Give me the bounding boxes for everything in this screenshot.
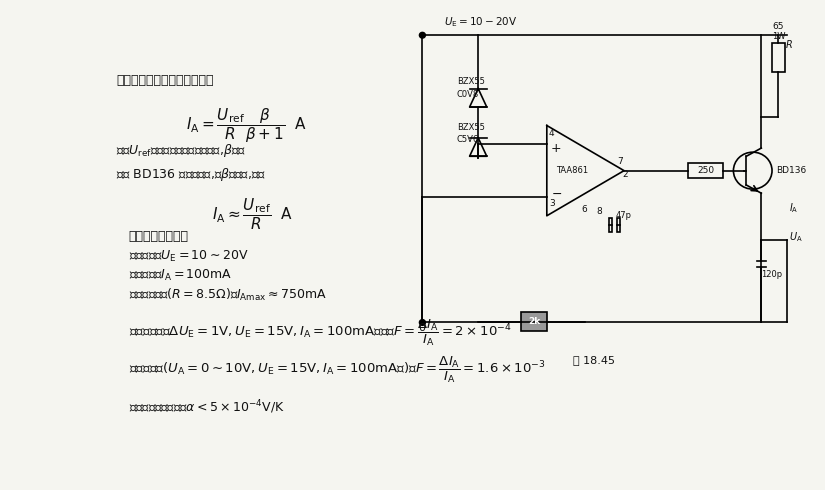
FancyBboxPatch shape xyxy=(688,163,723,178)
Text: 4: 4 xyxy=(549,129,554,138)
Text: 最大输出电流$(R=8.5\Omega)$：$I_{\mathrm{Amax}}\approx750\mathrm{mA}$: 最大输出电流$(R=8.5\Omega)$：$I_{\mathrm{Amax}}… xyxy=(129,287,327,303)
Text: +: + xyxy=(551,142,562,154)
Text: BZX55: BZX55 xyxy=(457,77,484,86)
Text: 2k: 2k xyxy=(528,317,540,326)
Text: 2: 2 xyxy=(622,170,628,179)
FancyBboxPatch shape xyxy=(521,312,547,331)
Circle shape xyxy=(419,32,426,38)
Text: 输入电压：$U_{\mathrm{E}}=10{\sim}20\mathrm{V}$: 输入电压：$U_{\mathrm{E}}=10{\sim}20\mathrm{V… xyxy=(129,249,248,265)
FancyBboxPatch shape xyxy=(772,44,785,72)
Text: $I_{\mathrm{A}}$: $I_{\mathrm{A}}$ xyxy=(790,202,799,216)
Text: 8: 8 xyxy=(596,207,602,216)
Text: 放管 BD136 的放大系数,若$\beta$足够大,则有: 放管 BD136 的放大系数,若$\beta$足够大,则有 xyxy=(116,166,266,183)
Text: 电流调整率$（\Delta U_{\mathrm{E}}=1\mathrm{V},U_{\mathrm{E}}=15\mathrm{V},I_{\mathrm{: 电流调整率$（\Delta U_{\mathrm{E}}=1\mathrm{V}… xyxy=(129,317,511,347)
Text: 该电路技术数据：: 该电路技术数据： xyxy=(129,230,189,244)
Text: 1W: 1W xyxy=(771,32,785,41)
FancyBboxPatch shape xyxy=(609,218,612,232)
Text: 图 18.45: 图 18.45 xyxy=(573,355,615,366)
Circle shape xyxy=(419,319,426,325)
Text: $U_{\mathrm{A}}$: $U_{\mathrm{A}}$ xyxy=(790,230,803,244)
Text: $I_{\mathrm{A}}=\dfrac{U_{\mathrm{ref}}}{R}\dfrac{\beta}{\beta+1}$  A: $I_{\mathrm{A}}=\dfrac{U_{\mathrm{ref}}}… xyxy=(186,106,308,145)
Text: 120p: 120p xyxy=(761,270,782,279)
Text: 0: 0 xyxy=(418,323,425,333)
Text: 250: 250 xyxy=(697,166,714,175)
Text: 该电路输出电流由下式决定：: 该电路输出电流由下式决定： xyxy=(116,74,214,87)
Text: C5V6: C5V6 xyxy=(457,135,479,144)
Text: 输出电流：$I_{\mathrm{A}}=100\mathrm{mA}$: 输出电流：$I_{\mathrm{A}}=100\mathrm{mA}$ xyxy=(129,268,232,283)
Text: 65: 65 xyxy=(773,22,785,31)
Text: TAA861: TAA861 xyxy=(557,166,588,175)
Text: $-$: $-$ xyxy=(551,187,562,200)
Text: $U_{\mathrm{E}}=10-20\mathrm{V}$: $U_{\mathrm{E}}=10-20\mathrm{V}$ xyxy=(444,15,517,29)
Text: 式中$U_{\mathrm{ref}}$为稳压管产生的基准电压,$\beta$为功: 式中$U_{\mathrm{ref}}$为稳压管产生的基准电压,$\beta$为… xyxy=(116,142,246,159)
FancyBboxPatch shape xyxy=(617,218,620,232)
Text: R: R xyxy=(786,40,793,49)
Text: 输出电流温度系数：$\alpha<5\times10^{-4}\mathrm{V/K}$: 输出电流温度系数：$\alpha<5\times10^{-4}\mathrm{V… xyxy=(129,398,285,416)
Text: 负载调整率$(U_{\mathrm{A}}=0{\sim}10\mathrm{V},U_{\mathrm{E}}=15\mathrm{V},I_{\mathrm: 负载调整率$(U_{\mathrm{A}}=0{\sim}10\mathrm{V… xyxy=(129,355,545,385)
Text: C0V8: C0V8 xyxy=(457,90,479,99)
Text: 47p: 47p xyxy=(615,211,631,220)
Text: $I_{\mathrm{A}}\approx\dfrac{U_{\mathrm{ref}}}{R}$  A: $I_{\mathrm{A}}\approx\dfrac{U_{\mathrm{… xyxy=(212,196,293,232)
Text: BD136: BD136 xyxy=(776,166,807,175)
Text: 6: 6 xyxy=(581,205,587,214)
Text: 3: 3 xyxy=(549,198,554,208)
Text: 7: 7 xyxy=(618,157,624,167)
Text: BZX55: BZX55 xyxy=(457,122,484,132)
